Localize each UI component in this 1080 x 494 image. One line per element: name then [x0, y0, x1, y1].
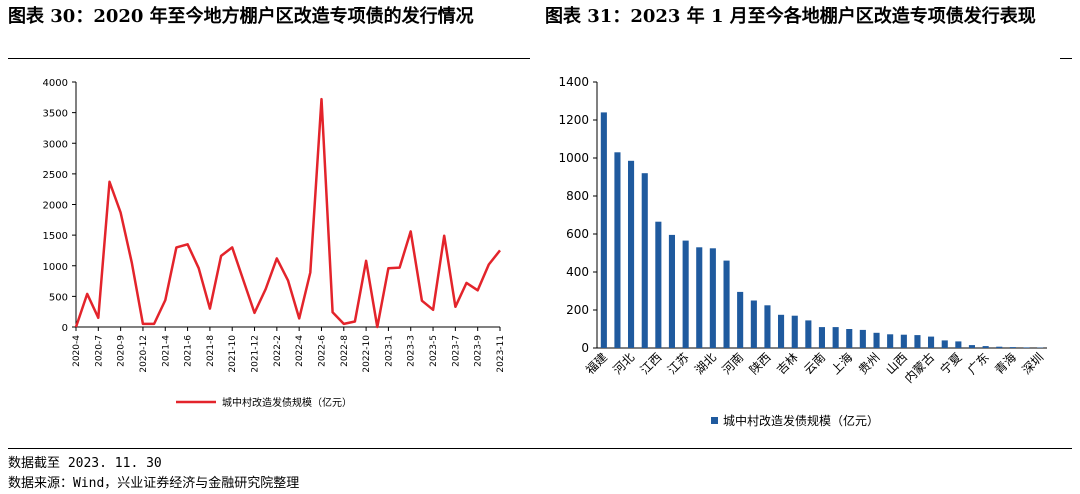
category-label: 深圳: [1019, 350, 1046, 377]
series-line: [74, 97, 501, 329]
x-tick-label: 2021-12: [251, 335, 261, 373]
bar: [818, 327, 825, 348]
y-tick-label: 3000: [43, 139, 68, 150]
y-tick-label: 1000: [558, 151, 589, 165]
bar: [1009, 347, 1016, 348]
y-tick-label: 1000: [43, 262, 68, 273]
category-label: 江西: [638, 350, 665, 377]
category-label: 湖北: [691, 350, 719, 378]
date-note: 数据截至 2023. 11. 30: [8, 456, 162, 471]
category-label: 青海: [991, 350, 1019, 378]
x-tick-label: 2020-12: [139, 335, 149, 373]
category-label: 宁夏: [937, 350, 965, 378]
line-chart: 0 500 1000 1500 2000 2500 3000 3500 4000 2020-4 20…: [43, 78, 506, 409]
y-tick-label: 2500: [43, 170, 68, 181]
bar: [655, 221, 662, 348]
x-tick-label: 2022-4: [295, 335, 305, 367]
x-tick-label: 2021-6: [184, 335, 194, 367]
bar: [873, 332, 880, 348]
source-note: 数据来源：Wind，兴业证券经济与金融研究院整理: [8, 476, 300, 491]
bar: [737, 291, 744, 348]
x-tick-label: 2023-5: [429, 335, 439, 367]
x-tick-label: 2022-8: [340, 335, 350, 367]
bar: [1023, 347, 1030, 348]
bar: [968, 345, 975, 348]
y-tick-label: 800: [566, 189, 589, 203]
bar: [982, 346, 989, 348]
category-label: 云南: [801, 350, 829, 378]
y-tick-label: 500: [49, 292, 68, 303]
category-label: 上海: [828, 350, 856, 378]
category-label: 贵州: [856, 350, 883, 377]
x-tick-label: 2023-1: [384, 335, 394, 367]
legend-label: 城中村改造发债规模（亿元）: [723, 413, 879, 428]
bar: [778, 314, 785, 349]
left-chart-title: 图表 30：2020 年至今地方棚户区改造专项债的发行情况: [8, 6, 474, 27]
bar: [682, 240, 689, 348]
bar: [723, 260, 730, 348]
bar: [900, 334, 907, 348]
bar: [928, 336, 935, 348]
bar: [941, 340, 948, 348]
x-tick-label: 2023-9: [474, 335, 484, 367]
y-tick-label: 200: [566, 303, 589, 317]
bar: [764, 305, 771, 349]
category-label: 吉林: [774, 350, 801, 377]
x-tick-label: 2020-4: [72, 335, 82, 367]
x-tick-label: 2021-8: [206, 335, 216, 367]
x-tick-label: 2022-2: [273, 335, 283, 367]
bar: [846, 329, 853, 348]
x-tick-label: 2023-11: [496, 335, 506, 373]
y-tick-label: 2000: [43, 201, 68, 212]
bar: [791, 315, 798, 348]
left-title-rule: [8, 58, 530, 59]
bar: [859, 329, 866, 348]
bar: [805, 320, 812, 348]
category-label: 陕西: [746, 350, 774, 378]
y-tick-label: 0: [62, 323, 68, 334]
x-tick-label: 2022-10: [362, 335, 372, 373]
bar: [614, 152, 621, 348]
y-tick-label: 1500: [43, 231, 68, 242]
x-tick-label: 2020-7: [94, 335, 104, 367]
bar: [914, 335, 921, 348]
legend-swatch: [711, 417, 718, 424]
footer-rule: [8, 448, 1072, 449]
x-tick-label: 2021-4: [161, 335, 171, 367]
bar: [750, 300, 757, 348]
category-label: 河南: [719, 350, 747, 378]
right-chart-title: 图表 31：2023 年 1 月至今各地棚户区改造专项债发行表现: [545, 6, 1036, 27]
bar: [600, 112, 607, 349]
y-tick-label: 600: [566, 227, 589, 241]
x-tick-label: 2023-3: [407, 335, 417, 367]
y-tick-label: 1200: [558, 113, 589, 127]
bar: [668, 234, 675, 348]
bar: [628, 160, 635, 348]
bar: [955, 341, 962, 348]
legend-label: 城中村改造发债规模（亿元）: [222, 396, 352, 409]
y-tick-label: 400: [566, 265, 589, 279]
bar: [696, 247, 703, 348]
x-tick-label: 2022-6: [317, 335, 327, 367]
y-tick-label: 3500: [43, 109, 68, 120]
category-label: 河北: [610, 350, 637, 377]
x-tick-label: 2021-10: [228, 335, 238, 373]
bar-chart: 0200400600800100012001400福建 河北 江西 江苏 湖北 河南 陕西吉…: [558, 75, 1047, 428]
right-title-rule: [1060, 58, 1072, 59]
category-label: 江苏: [665, 350, 692, 377]
category-label: 广东: [965, 350, 992, 377]
bar: [887, 334, 894, 348]
y-tick-label: 0: [581, 341, 589, 355]
bar: [709, 248, 716, 349]
bar: [832, 327, 839, 348]
y-tick-label: 1400: [558, 75, 589, 89]
x-tick-label: 2023-7: [451, 335, 461, 367]
category-label: 内蒙古: [901, 350, 937, 386]
y-tick-label: 4000: [43, 78, 68, 89]
bar: [641, 173, 648, 348]
x-tick-label: 2020-9: [117, 335, 127, 367]
bar: [996, 346, 1003, 348]
